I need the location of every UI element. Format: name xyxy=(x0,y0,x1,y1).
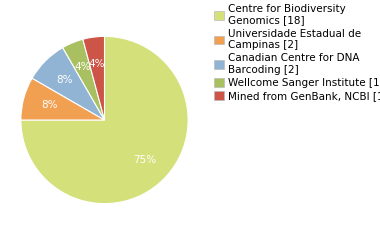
Text: 8%: 8% xyxy=(56,75,73,85)
Text: 8%: 8% xyxy=(41,100,58,110)
Wedge shape xyxy=(21,78,104,120)
Wedge shape xyxy=(21,36,188,204)
Wedge shape xyxy=(32,48,104,120)
Legend: Centre for Biodiversity
Genomics [18], Universidade Estadual de
Campinas [2], Ca: Centre for Biodiversity Genomics [18], U… xyxy=(214,4,380,101)
Wedge shape xyxy=(63,39,104,120)
Text: 4%: 4% xyxy=(89,59,105,69)
Text: 4%: 4% xyxy=(74,62,91,72)
Wedge shape xyxy=(83,36,105,120)
Text: 75%: 75% xyxy=(133,155,156,165)
